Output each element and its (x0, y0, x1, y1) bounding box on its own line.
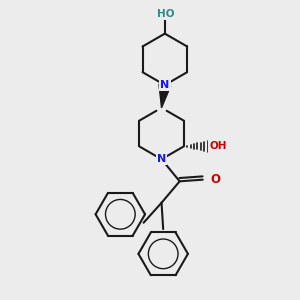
Polygon shape (159, 84, 171, 108)
Text: N: N (157, 154, 166, 164)
Text: OH: OH (209, 141, 227, 152)
Text: N: N (160, 80, 170, 90)
Text: HO: HO (157, 9, 174, 19)
Text: O: O (210, 173, 220, 186)
